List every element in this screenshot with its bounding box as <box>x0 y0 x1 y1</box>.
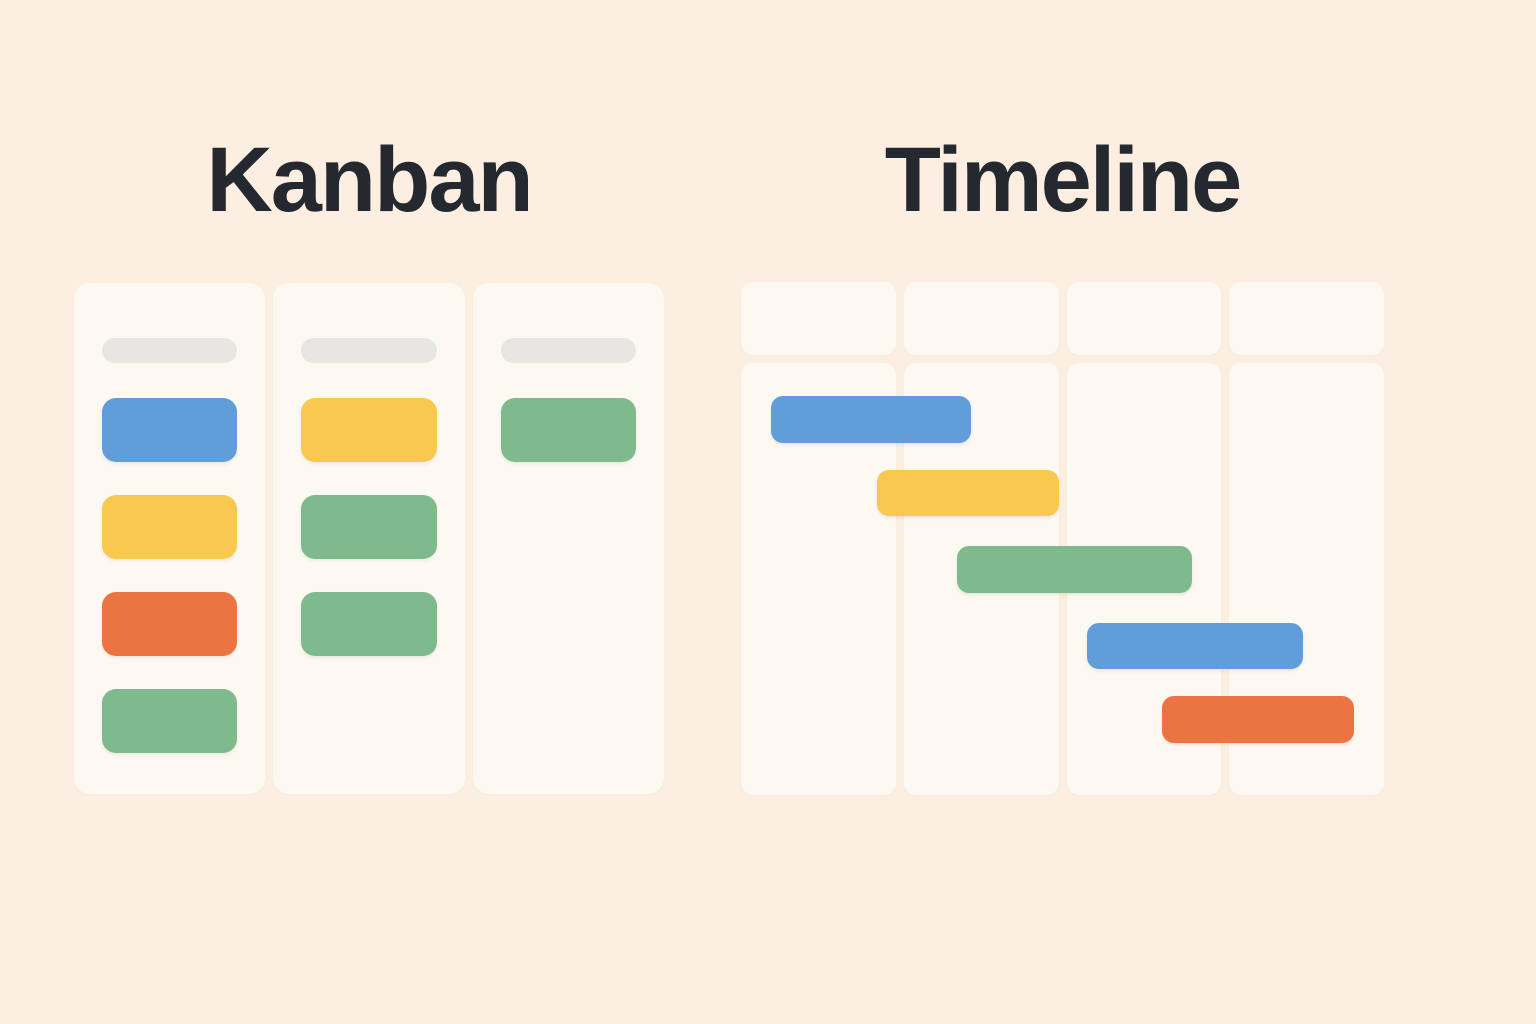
kanban-card-blue[interactable] <box>102 398 238 462</box>
timeline-bar-3-green[interactable] <box>957 546 1192 593</box>
column-header-pill <box>102 338 238 363</box>
timeline-bar-4-blue[interactable] <box>1087 623 1303 669</box>
kanban-card-green[interactable] <box>102 689 238 753</box>
kanban-card-green[interactable] <box>500 398 636 462</box>
kanban-column-3 <box>472 283 664 794</box>
kanban-title: Kanban <box>206 129 533 231</box>
kanban-card-green[interactable] <box>301 592 437 656</box>
kanban-card-green[interactable] <box>301 495 437 559</box>
timeline-header-cell-2 <box>903 282 1059 355</box>
timeline-board <box>741 282 1384 795</box>
timeline-header-cell-1 <box>741 282 896 355</box>
kanban-card-yellow[interactable] <box>102 495 238 559</box>
timeline-bar-5-orange[interactable] <box>1162 696 1354 743</box>
kanban-column-2 <box>273 283 465 794</box>
timeline-bar-2-yellow[interactable] <box>877 470 1059 516</box>
kanban-board <box>74 283 664 794</box>
kanban-column-1 <box>74 283 266 794</box>
column-header-pill <box>500 338 636 363</box>
timeline-title: Timeline <box>884 129 1243 231</box>
timeline-header-cell-3 <box>1066 282 1222 355</box>
timeline-bar-1-blue[interactable] <box>771 396 971 443</box>
column-header-pill <box>301 338 437 363</box>
timeline-header-cell-4 <box>1229 282 1384 355</box>
kanban-card-yellow[interactable] <box>301 398 437 462</box>
kanban-card-orange[interactable] <box>102 592 238 656</box>
